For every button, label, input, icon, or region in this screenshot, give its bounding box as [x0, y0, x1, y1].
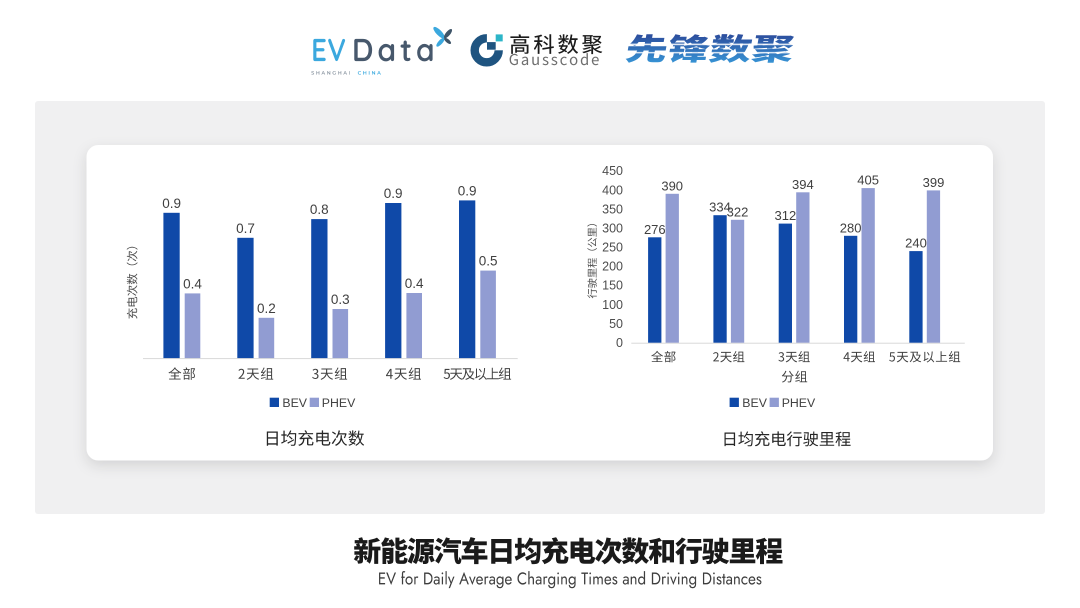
svg-text:0.4: 0.4 [405, 276, 424, 291]
svg-text:450: 450 [602, 164, 623, 178]
svg-text:0.9: 0.9 [458, 183, 477, 198]
svg-text:240: 240 [905, 236, 927, 251]
svg-text:300: 300 [602, 222, 623, 236]
svg-text:276: 276 [644, 222, 666, 237]
svg-text:322: 322 [727, 204, 749, 219]
svg-text:0.7: 0.7 [236, 221, 255, 236]
svg-text:0.5: 0.5 [479, 254, 498, 269]
svg-text:312: 312 [775, 208, 797, 223]
svg-text:334: 334 [709, 200, 731, 215]
svg-text:0.8: 0.8 [310, 202, 329, 217]
svg-text:390: 390 [661, 178, 683, 193]
svg-text:400: 400 [602, 183, 623, 197]
svg-text:0: 0 [616, 336, 623, 350]
svg-text:PHEV: PHEV [782, 396, 816, 410]
svg-text:0.3: 0.3 [331, 292, 350, 307]
svg-text:0.9: 0.9 [384, 186, 403, 201]
svg-text:0.9: 0.9 [162, 196, 181, 211]
svg-text:0.2: 0.2 [257, 301, 276, 316]
svg-text:100: 100 [602, 298, 623, 312]
svg-text:405: 405 [857, 173, 879, 188]
svg-text:280: 280 [840, 220, 862, 235]
svg-text:200: 200 [602, 260, 623, 274]
svg-text:350: 350 [602, 202, 623, 216]
svg-text:399: 399 [923, 175, 945, 190]
svg-text:150: 150 [602, 279, 623, 293]
svg-text:50: 50 [609, 317, 623, 331]
svg-text:PHEV: PHEV [322, 396, 356, 410]
svg-text:394: 394 [792, 177, 814, 192]
svg-text:BEV: BEV [742, 396, 767, 410]
svg-text:0.4: 0.4 [183, 276, 202, 291]
svg-text:BEV: BEV [282, 396, 307, 410]
svg-text:250: 250 [602, 241, 623, 255]
